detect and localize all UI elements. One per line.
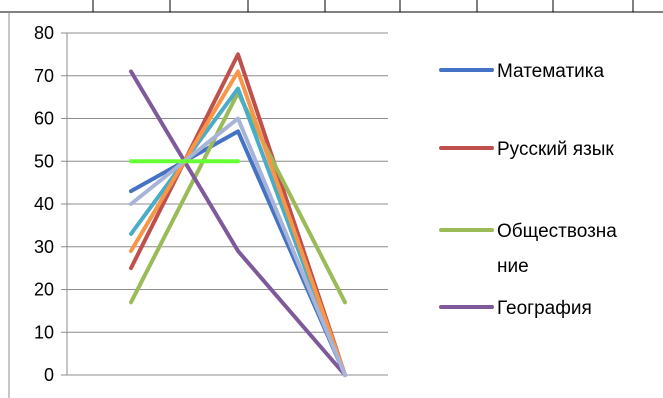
legend-item: Обществозна ние <box>439 221 617 277</box>
series-line-7 <box>129 116 347 377</box>
top-table-strip <box>0 0 663 13</box>
legend-label: География <box>497 298 592 319</box>
series-line-6 <box>129 69 347 377</box>
legend-label: Обществозна <box>497 221 617 242</box>
y-tick-label: 40 <box>34 194 54 214</box>
y-tick-label: 70 <box>34 66 54 86</box>
y-tick-label: 0 <box>44 365 54 385</box>
y-tick-label: 10 <box>34 322 54 342</box>
y-tick-label: 60 <box>34 109 54 129</box>
series-line-4 <box>129 69 347 377</box>
y-axis-tick-labels: 0 10 20 30 40 50 60 70 80 <box>34 23 54 385</box>
legend-item: Русский язык <box>439 139 614 160</box>
legend-item: География <box>439 298 592 319</box>
legend-label: Математика <box>497 61 605 82</box>
legend: Математика Русский язык Обществозна ние Геог… <box>439 61 617 319</box>
y-tick-label: 80 <box>34 23 54 43</box>
y-tick-label: 20 <box>34 280 54 300</box>
legend-item: Математика <box>439 61 605 82</box>
gridlines <box>61 32 388 376</box>
series-lines <box>129 52 347 377</box>
legend-label: ние <box>497 256 529 277</box>
y-tick-label: 50 <box>34 151 54 171</box>
y-tick-label: 30 <box>34 237 54 257</box>
legend-label: Русский язык <box>497 139 614 160</box>
